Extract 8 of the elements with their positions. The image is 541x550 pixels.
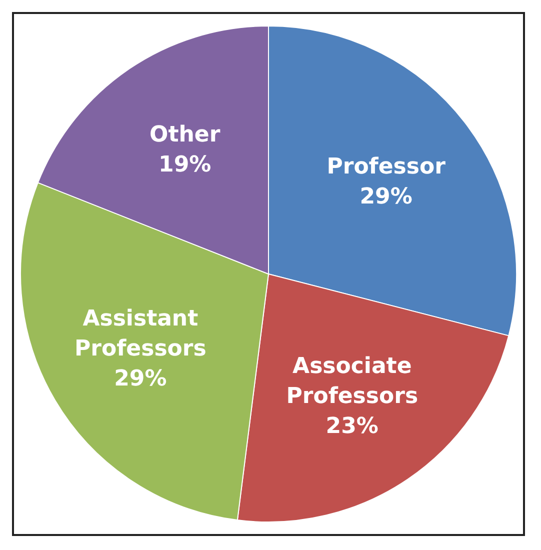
data-label: 29% <box>360 184 412 210</box>
data-label: 23% <box>326 414 378 439</box>
slice-label: Other <box>150 122 220 148</box>
slice-label: Associate Professors <box>286 354 418 409</box>
slice-label: Professor <box>326 154 446 180</box>
data-label: 19% <box>158 152 212 178</box>
slice-label: Assistant Professors <box>74 306 206 362</box>
data-label: 29% <box>114 366 167 392</box>
